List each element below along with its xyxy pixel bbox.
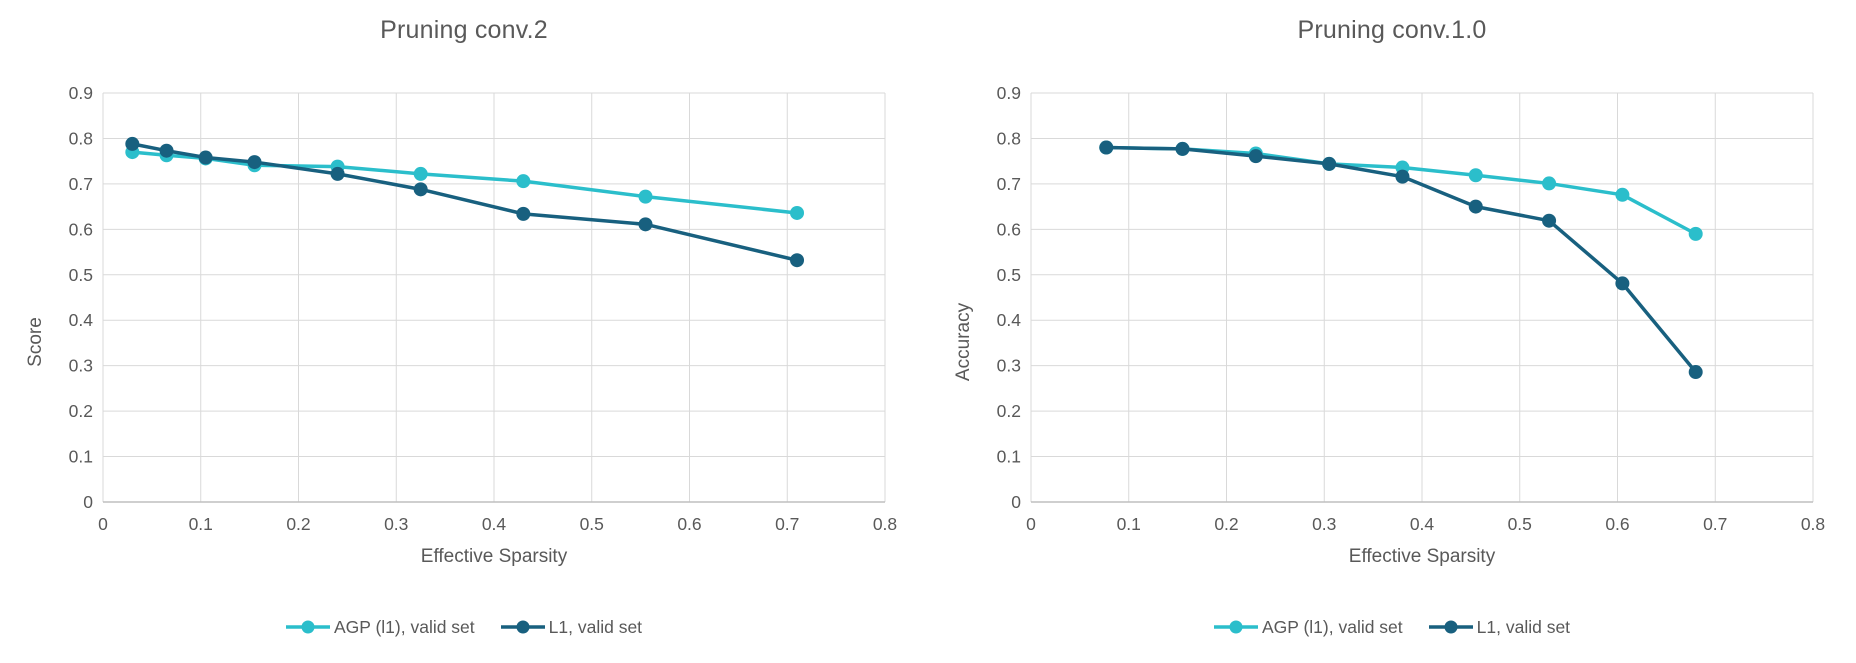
svg-text:0.5: 0.5 [1508, 514, 1532, 534]
svg-text:0.2: 0.2 [69, 401, 93, 421]
chart-title: Pruning conv.2 [380, 16, 548, 44]
legend-label: AGP (l1), valid set [333, 616, 475, 637]
svg-text:0: 0 [98, 514, 108, 534]
svg-text:0.3: 0.3 [69, 356, 93, 376]
svg-text:0.5: 0.5 [69, 265, 93, 285]
y-axis-title: Accuracy [953, 302, 974, 382]
svg-text:0.3: 0.3 [1312, 514, 1336, 534]
svg-text:0: 0 [83, 492, 93, 512]
legend-line-dot-icon [500, 620, 545, 634]
svg-text:0.6: 0.6 [69, 219, 93, 239]
legend-label: AGP (l1), valid set [1261, 616, 1403, 637]
svg-text:0.1: 0.1 [1117, 514, 1141, 534]
svg-text:0: 0 [1011, 492, 1021, 512]
x-axis-title: Effective Sparsity [420, 546, 568, 567]
svg-text:0.4: 0.4 [997, 310, 1022, 330]
svg-text:0.7: 0.7 [997, 174, 1021, 194]
svg-text:0.8: 0.8 [1801, 514, 1825, 534]
svg-text:0.4: 0.4 [1410, 514, 1435, 534]
svg-text:0.5: 0.5 [580, 514, 604, 534]
legend-item: AGP (l1), valid set [285, 616, 475, 638]
svg-text:0.5: 0.5 [997, 265, 1021, 285]
svg-text:0.1: 0.1 [69, 447, 93, 467]
legend: AGP (l1), valid set L1, valid set [0, 612, 928, 642]
chart-pruning-conv1-0: Pruning conv.1.0 0.9 0.8 0.7 0.6 0.5 0.4 0.3 0.… [928, 0, 1856, 663]
legend-line-dot-icon [1213, 620, 1258, 634]
svg-text:0.9: 0.9 [997, 83, 1021, 103]
legend: AGP (l1), valid set L1, valid set [928, 612, 1856, 642]
svg-text:0.3: 0.3 [384, 514, 408, 534]
plot-area: 0.9 0.8 0.7 0.6 0.5 0.4 0.3 0.2 0.1 00 0.1 0.2 0.3 0.… [997, 83, 1825, 534]
legend-line-dot-icon [285, 620, 330, 634]
svg-text:0.1: 0.1 [997, 447, 1021, 467]
svg-text:0.7: 0.7 [775, 514, 799, 534]
x-axis-title: Effective Sparsity [1348, 546, 1496, 567]
legend-label: L1, valid set [548, 616, 643, 637]
svg-text:0.7: 0.7 [69, 174, 93, 194]
legend-item: AGP (l1), valid set [1213, 616, 1403, 638]
svg-text:0.8: 0.8 [69, 128, 93, 148]
svg-text:0.6: 0.6 [677, 514, 701, 534]
svg-text:0: 0 [1026, 514, 1036, 534]
svg-text:0.4: 0.4 [69, 310, 94, 330]
svg-text:0.4: 0.4 [482, 514, 507, 534]
svg-text:0.6: 0.6 [1605, 514, 1629, 534]
chart-pruning-conv2: Pruning conv.2 0.9 0.8 0.7 0.6 0.5 0.4 0.3 0.2 0… [0, 16, 928, 642]
svg-text:0.2: 0.2 [997, 401, 1021, 421]
svg-text:0.7: 0.7 [1703, 514, 1727, 534]
svg-text:0.8: 0.8 [873, 514, 897, 534]
svg-text:0.3: 0.3 [997, 356, 1021, 376]
legend-item: L1, valid set [1428, 616, 1571, 638]
legend-item: L1, valid set [500, 616, 643, 638]
plot-area: 0.9 0.8 0.7 0.6 0.5 0.4 0.3 0.2 0.1 00 0.1 0.2 0.3 0.… [69, 83, 897, 534]
svg-text:0.9: 0.9 [69, 83, 93, 103]
svg-text:0.2: 0.2 [286, 514, 310, 534]
chart-title: Pruning conv.1.0 [1297, 16, 1487, 44]
svg-text:0.2: 0.2 [1214, 514, 1238, 534]
svg-text:0.6: 0.6 [997, 219, 1021, 239]
svg-text:0.8: 0.8 [997, 128, 1021, 148]
svg-text:0.1: 0.1 [189, 514, 213, 534]
y-axis-title: Score [25, 317, 46, 367]
legend-line-dot-icon [1428, 620, 1473, 634]
legend-label: L1, valid set [1476, 616, 1571, 637]
